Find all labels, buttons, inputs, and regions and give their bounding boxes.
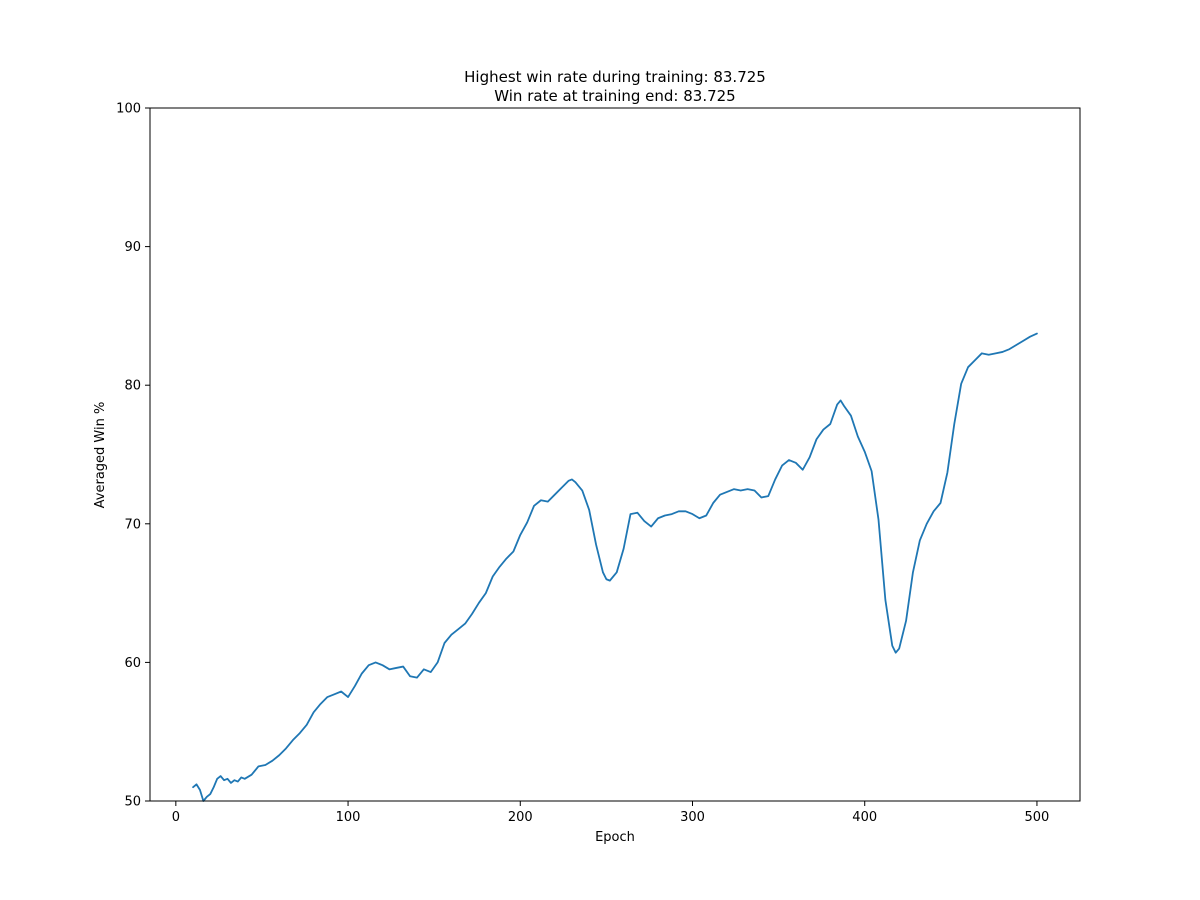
x-tick-label: 0 [172,810,180,825]
x-tick-label: 100 [336,810,361,825]
x-axis-label: Epoch [595,830,635,845]
plot-area [150,108,1080,801]
y-axis-ticks: 50 60 70 80 90 100 [116,102,150,810]
y-axis-label: Averaged Win % [93,402,108,509]
x-axis-ticks: 0 100 200 300 400 500 [172,801,1050,825]
y-tick-label: 50 [124,795,141,810]
y-tick-label: 90 [124,240,141,255]
y-tick-label: 80 [124,379,141,394]
x-tick-label: 300 [680,810,705,825]
y-tick-label: 60 [124,656,141,671]
x-tick-label: 400 [852,810,877,825]
x-tick-label: 500 [1025,810,1050,825]
chart-title-line-1: Highest win rate during training: 83.725 [464,68,766,86]
chart-title-line-2: Win rate at training end: 83.725 [494,87,735,105]
y-tick-label: 100 [116,102,141,117]
y-tick-label: 70 [124,517,141,532]
x-tick-label: 200 [508,810,533,825]
series-line-win-rate [192,332,1038,802]
axes-frame [149,107,1081,802]
